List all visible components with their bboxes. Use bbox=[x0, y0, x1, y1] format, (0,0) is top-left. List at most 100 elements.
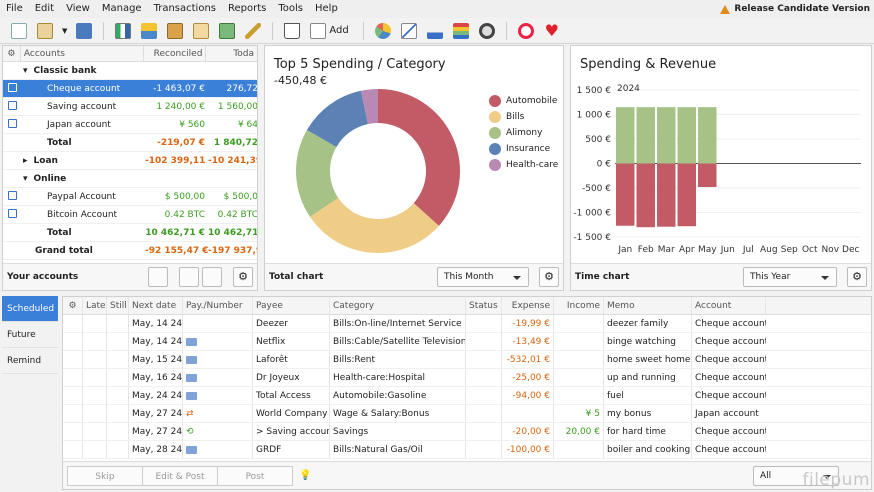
header-status[interactable]: Status bbox=[466, 297, 502, 314]
menu-manage[interactable]: Manage bbox=[101, 3, 142, 14]
table-row[interactable]: May, 16 24 Dr Joyeux Health-care:Hospital -… bbox=[63, 369, 871, 387]
expand-all-button[interactable] bbox=[179, 267, 199, 287]
menu-edit[interactable]: Edit bbox=[34, 3, 55, 14]
account-row[interactable]: Saving account 1 240,00 € 1 560,00 bbox=[3, 98, 257, 116]
bar-revenue-may[interactable] bbox=[698, 107, 717, 164]
budget-report-icon[interactable] bbox=[452, 22, 469, 39]
time-chart-settings-button[interactable]: ⚙ bbox=[847, 267, 867, 287]
open-file-icon[interactable] bbox=[37, 22, 53, 39]
donut-slice-automobile[interactable] bbox=[378, 89, 460, 226]
bar-revenue-mar[interactable] bbox=[657, 107, 676, 164]
account-total-row[interactable]: Total 10 462,71 €10 462,71 bbox=[3, 224, 257, 242]
collapse-all-button[interactable] bbox=[202, 267, 222, 287]
header-account[interactable]: Account bbox=[692, 297, 766, 314]
table-row[interactable]: May, 15 24 Laforêt Bills:Rent -532,01 € home… bbox=[63, 351, 871, 369]
chevron-right-icon[interactable]: ▸ bbox=[23, 155, 28, 166]
menu-transactions[interactable]: Transactions bbox=[153, 3, 216, 14]
donut-slice-alimony[interactable] bbox=[296, 130, 339, 217]
balance-report-icon[interactable] bbox=[426, 22, 443, 39]
trend-report-icon[interactable] bbox=[400, 22, 417, 39]
account-row[interactable]: Bitcoin Account 0.42 BTC 0.42 BTC bbox=[3, 206, 257, 224]
accounts-icon[interactable] bbox=[115, 22, 132, 39]
tab-future[interactable]: Future bbox=[2, 322, 58, 348]
account-total-row[interactable]: Total -219,07 € 1 840,72 bbox=[3, 134, 257, 152]
register-book-icon[interactable] bbox=[284, 22, 301, 39]
account-total-row[interactable]: Grand total -92 155,47 €-197 937,96 bbox=[3, 242, 257, 260]
legend-item[interactable]: Alimony bbox=[489, 127, 542, 139]
header-income[interactable]: Income bbox=[554, 297, 604, 314]
donut-chart[interactable] bbox=[265, 46, 565, 264]
bar-spending-may[interactable] bbox=[698, 163, 717, 188]
categories-icon[interactable] bbox=[167, 22, 184, 39]
legend-item[interactable]: Insurance bbox=[489, 143, 550, 155]
pie-report-icon[interactable] bbox=[374, 22, 391, 39]
donut-slice-health-care[interactable] bbox=[360, 89, 378, 125]
gear-icon[interactable]: ⚙ bbox=[3, 46, 21, 62]
table-row[interactable]: May, 27 24 ⇄ World Company Wage & Salary:Bo… bbox=[63, 405, 871, 423]
scheduled-filter-select[interactable]: All bbox=[753, 466, 839, 486]
archive-icon[interactable] bbox=[219, 22, 236, 39]
new-file-icon[interactable] bbox=[11, 22, 27, 39]
donut-slice-insurance[interactable] bbox=[306, 90, 369, 147]
header-today[interactable]: Toda bbox=[233, 48, 255, 59]
chevron-down-icon[interactable]: ▾ bbox=[23, 173, 28, 184]
bar-chart[interactable]: 1 500 € 1 000 € 500 € 0 € -500 € -1 000 € -1 5… bbox=[571, 46, 871, 264]
time-chart-period-select[interactable]: This Year bbox=[743, 267, 837, 287]
legend-item[interactable]: Health-care bbox=[489, 159, 558, 171]
account-group-row[interactable]: ▸ Loan -102 399,11 € -10 241,39 bbox=[3, 152, 257, 170]
donut-slice-bills[interactable] bbox=[310, 197, 439, 253]
account-row[interactable]: Cheque account -1 463,07 € 276,72 bbox=[3, 80, 257, 98]
assign-icon[interactable] bbox=[245, 22, 262, 39]
account-group-row[interactable]: ▾ Online bbox=[3, 170, 257, 188]
table-row[interactable]: May, 28 24 GRDF Bills:Natural Gas/Oil -100,… bbox=[63, 441, 871, 459]
add-label[interactable]: Add bbox=[329, 25, 349, 36]
header-payee[interactable]: Payee bbox=[253, 297, 330, 314]
menu-help[interactable]: Help bbox=[315, 3, 338, 14]
menu-reports[interactable]: Reports bbox=[228, 3, 267, 14]
tab-scheduled[interactable]: Scheduled bbox=[2, 296, 58, 322]
skip-button[interactable]: Skip bbox=[67, 466, 143, 486]
table-row[interactable]: May, 27 24 ⟲ > Saving account Savings -20,00… bbox=[63, 423, 871, 441]
accounts-settings-button[interactable]: ⚙ bbox=[233, 267, 253, 287]
save-icon[interactable] bbox=[76, 22, 93, 39]
open-dropdown-icon[interactable]: ▼ bbox=[62, 26, 68, 35]
chevron-down-icon[interactable]: ▾ bbox=[23, 65, 28, 76]
header-late[interactable]: Late bbox=[83, 297, 107, 314]
header-next-date[interactable]: Next date bbox=[129, 297, 183, 314]
bar-spending-feb[interactable] bbox=[636, 163, 656, 228]
legend-item[interactable]: Automobile bbox=[489, 95, 557, 107]
payees-icon[interactable] bbox=[141, 22, 158, 39]
total-chart-period-select[interactable]: This Month bbox=[437, 267, 529, 287]
menu-view[interactable]: View bbox=[66, 3, 90, 14]
bar-revenue-jan[interactable] bbox=[616, 107, 635, 164]
bar-revenue-feb[interactable] bbox=[636, 107, 656, 164]
add-transaction-icon[interactable] bbox=[310, 22, 327, 39]
post-button[interactable]: Post bbox=[217, 466, 293, 486]
vehicle-report-icon[interactable] bbox=[478, 22, 495, 39]
bar-spending-apr[interactable] bbox=[677, 163, 697, 227]
total-chart-settings-button[interactable]: ⚙ bbox=[539, 267, 559, 287]
account-row[interactable]: Japan account ¥ 560 ¥ 64 bbox=[3, 116, 257, 134]
header-accounts[interactable]: Accounts bbox=[21, 46, 144, 62]
header-category[interactable]: Category bbox=[330, 297, 466, 314]
tab-remind[interactable]: Remind bbox=[2, 348, 58, 374]
bar-revenue-apr[interactable] bbox=[677, 107, 697, 164]
menu-file[interactable]: File bbox=[6, 3, 23, 14]
header-pay-number[interactable]: Pay./Number bbox=[183, 297, 253, 314]
header-reconciled[interactable]: Reconciled bbox=[144, 46, 207, 62]
account-group-row[interactable]: ▾ Classic bank bbox=[3, 62, 257, 80]
header-expense[interactable]: Expense bbox=[502, 297, 554, 314]
header-memo[interactable]: Memo bbox=[604, 297, 692, 314]
donate-heart-icon[interactable]: ♥ bbox=[544, 20, 559, 40]
help-lifebuoy-icon[interactable] bbox=[517, 22, 534, 39]
bar-spending-jan[interactable] bbox=[616, 163, 635, 226]
bar-spending-mar[interactable] bbox=[657, 163, 676, 227]
gear-icon[interactable]: ⚙ bbox=[63, 297, 83, 314]
budget-icon[interactable] bbox=[193, 22, 210, 39]
account-row[interactable]: Paypal Account $ 500,00 $ 500,0 bbox=[3, 188, 257, 206]
edit-post-button[interactable]: Edit & Post bbox=[142, 466, 218, 486]
menu-tools[interactable]: Tools bbox=[278, 3, 303, 14]
legend-item[interactable]: Bills bbox=[489, 111, 524, 123]
table-row[interactable]: May, 24 24 Total Access Automobile:Gasolin… bbox=[63, 387, 871, 405]
open-account-button[interactable] bbox=[148, 267, 168, 287]
